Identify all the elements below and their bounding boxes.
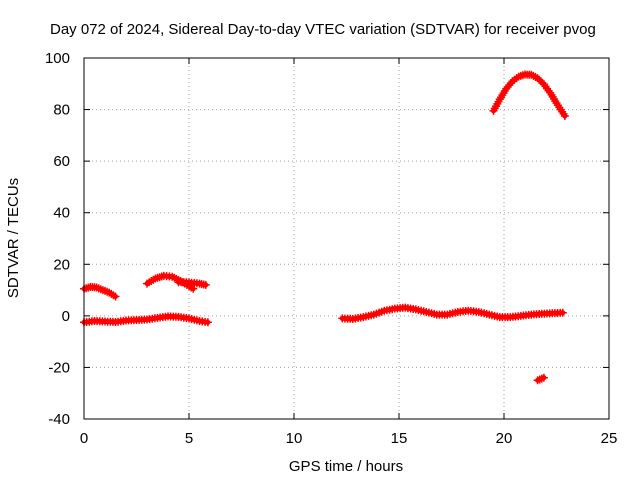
x-tick-label: 25: [601, 430, 618, 447]
data-point-marker: [203, 318, 212, 327]
chart-title: Day 072 of 2024, Sidereal Day-to-day VTE…: [50, 21, 596, 38]
series-segment-1: [80, 283, 120, 301]
data-point-marker: [560, 112, 569, 120]
plot-frame: [83, 57, 610, 420]
x-tick-label: 10: [286, 430, 303, 447]
tick-labels: 0 5 10 15 20 25 -40 -20 0 20 40 60 80 100: [45, 50, 617, 447]
y-tick-label: 40: [53, 205, 70, 222]
y-axis-title: SDTVAR / TECUs: [5, 178, 22, 298]
series-segment-2: [80, 312, 212, 327]
x-tick-label: 0: [80, 430, 88, 447]
series-segment-7: [533, 373, 548, 385]
axis-ticks: [83, 57, 610, 420]
y-tick-label: 0: [62, 308, 70, 325]
x-axis-title: GPS time / hours: [289, 458, 403, 475]
series-segment-5: [338, 303, 567, 323]
y-tick-label: -40: [48, 411, 70, 428]
x-tick-label: 20: [496, 430, 513, 447]
y-tick-label: 100: [45, 50, 70, 67]
y-tick-label: -20: [48, 359, 70, 376]
x-tick-label: 15: [391, 430, 408, 447]
data-series: [80, 70, 569, 385]
series-segment-6: [489, 70, 569, 120]
y-tick-label: 80: [53, 102, 70, 119]
grid: [84, 58, 609, 419]
series-segment-4: [174, 278, 210, 289]
x-tick-label: 5: [185, 430, 193, 447]
data-point-marker: [558, 308, 567, 317]
data-point-marker: [111, 292, 120, 301]
data-point-marker: [189, 284, 198, 293]
y-tick-label: 60: [53, 153, 70, 170]
data-point-marker: [539, 373, 548, 382]
y-tick-label: 20: [53, 256, 70, 273]
data-point-marker: [201, 280, 210, 289]
